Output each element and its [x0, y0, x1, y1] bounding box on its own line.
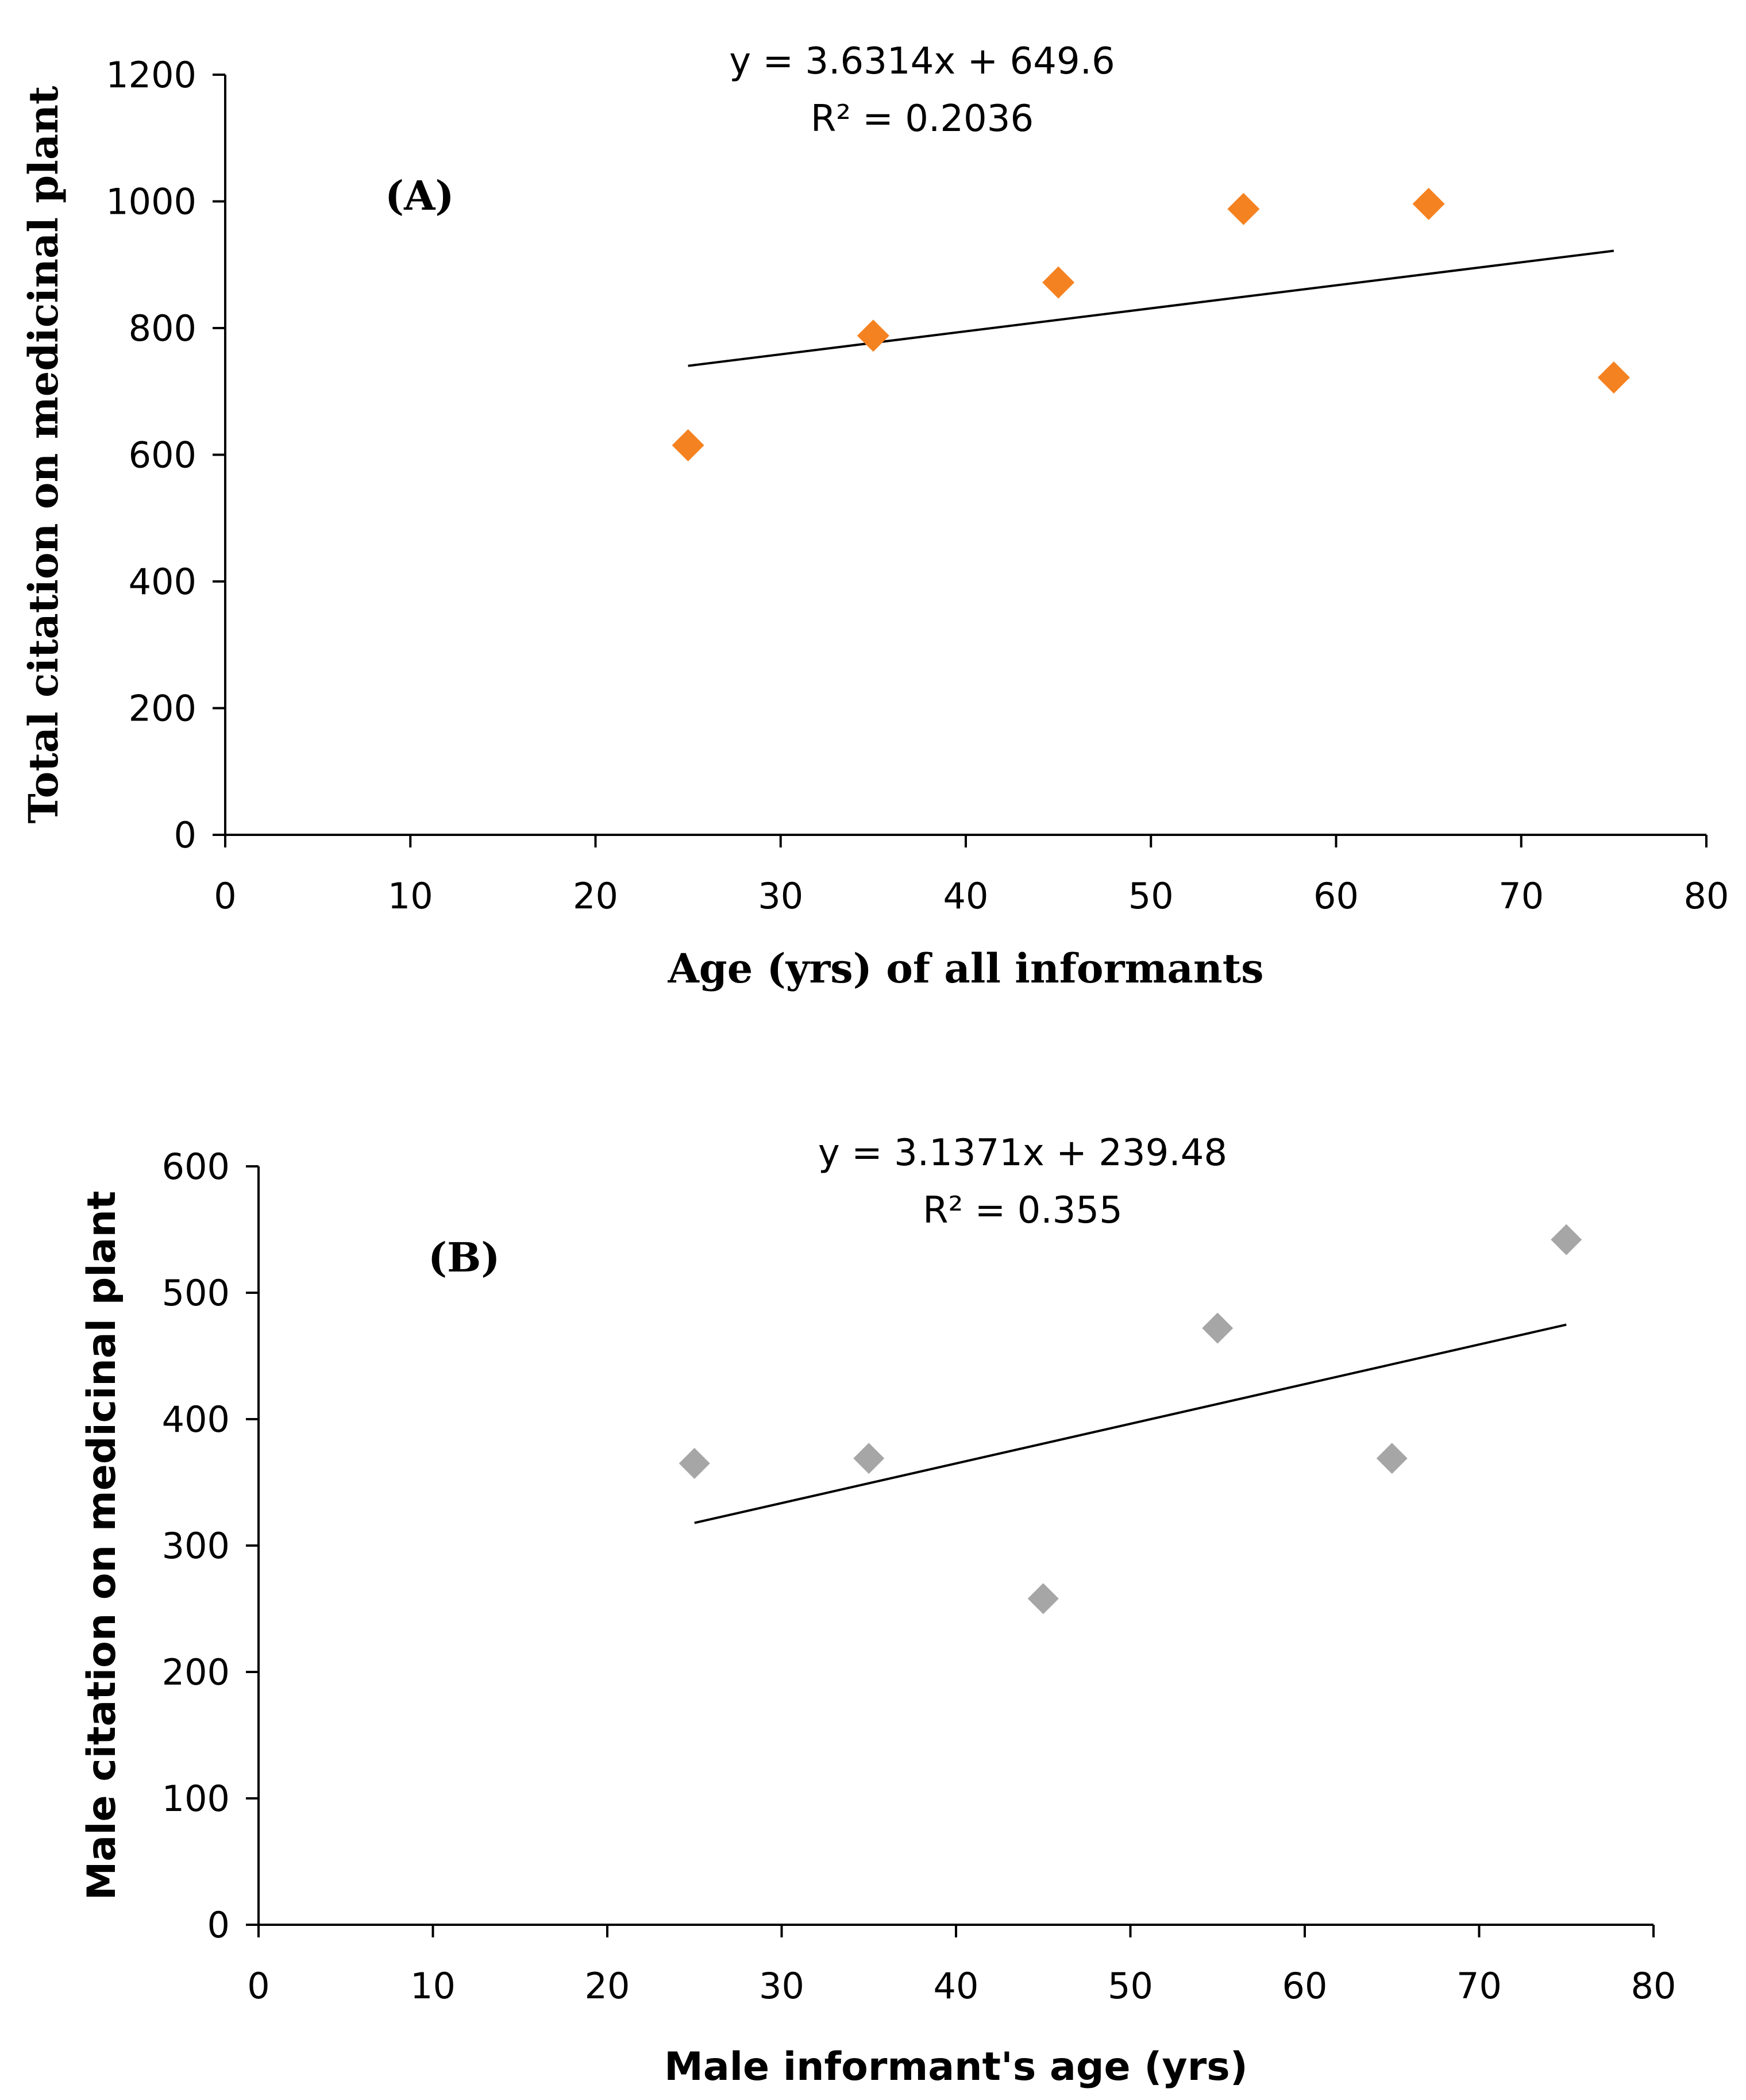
panel-a-chart: 0 200 400 600 800 1000 1200 0 10 20 30 40 50 60 70 80 y…: [20, 40, 1729, 992]
y-tick-label: 600: [162, 1146, 230, 1188]
data-point: [672, 429, 704, 461]
data-point: [1551, 1224, 1582, 1255]
x-tick-label: 70: [1456, 1965, 1502, 2007]
panel-b-ticks: 0 100 200 300 400 500 600 0 10 20 30 40 50 60 70 80: [162, 1146, 1676, 2007]
y-tick-label: 300: [162, 1525, 230, 1567]
data-point: [857, 319, 889, 352]
panel-b-points: [679, 1224, 1582, 1615]
data-point: [1202, 1312, 1234, 1344]
x-tick-label: 10: [388, 875, 433, 917]
data-point: [679, 1448, 710, 1479]
x-tick-label: 20: [573, 875, 618, 917]
y-tick-label: 400: [162, 1398, 230, 1440]
data-point: [1376, 1443, 1408, 1474]
trendline: [688, 249, 1614, 367]
x-tick-label: 50: [1128, 875, 1174, 917]
y-tick-label: 0: [174, 814, 196, 856]
x-tick-label: 0: [214, 875, 236, 917]
x-tick-label: 20: [585, 1965, 630, 2007]
x-tick-label: 60: [1313, 875, 1359, 917]
x-tick-label: 0: [247, 1965, 269, 2007]
y-tick-label: 500: [162, 1272, 230, 1314]
panel-b-trendline-group: [694, 1323, 1567, 1524]
y-tick-label: 1000: [106, 181, 196, 223]
y-tick-label: 100: [162, 1778, 230, 1820]
panel-a-x-axis-title: Age (yrs) of all informants: [667, 945, 1263, 992]
panel-a-y-axis-title: Total citation on medicinal plant: [20, 86, 67, 824]
y-tick-label: 600: [129, 434, 196, 476]
x-tick-label: 30: [758, 875, 803, 917]
panel-a-trendline-group: [688, 249, 1614, 367]
data-point: [853, 1443, 885, 1474]
panel-b-r-squared: R² = 0.355: [923, 1189, 1123, 1232]
data-point: [1042, 266, 1075, 299]
x-tick-label: 40: [943, 875, 989, 917]
panel-b-y-axis-title: Male citation on medicinal plant: [79, 1191, 125, 1901]
x-tick-label: 70: [1498, 875, 1544, 917]
x-tick-label: 10: [410, 1965, 456, 2007]
trendline: [694, 1323, 1567, 1524]
data-point: [1227, 192, 1260, 225]
panel-b-equation: y = 3.1371x + 239.48: [818, 1132, 1227, 1174]
data-point: [1027, 1583, 1059, 1615]
panel-a-ticks: 0 200 400 600 800 1000 1200 0 10 20 30 40 50 60 70 80: [106, 54, 1729, 917]
panel-a-points: [672, 187, 1630, 461]
y-tick-label: 200: [162, 1651, 230, 1693]
x-tick-label: 50: [1108, 1965, 1153, 2007]
data-point: [1412, 187, 1445, 220]
panel-b-label: (B): [428, 1234, 500, 1281]
panel-a-equation: y = 3.6314x + 649.6: [729, 40, 1115, 83]
y-tick-label: 200: [129, 688, 196, 730]
x-tick-label: 40: [934, 1965, 979, 2007]
panel-a-label: (A): [385, 172, 454, 219]
panel-b-chart: 0 100 200 300 400 500 600 0 10 20 30 40 50 60 70 80 y =…: [79, 1132, 1676, 2090]
panel-b-x-axis-title: Male informant's age (yrs): [664, 2044, 1248, 2090]
y-tick-label: 800: [129, 307, 196, 349]
x-tick-label: 60: [1282, 1965, 1328, 2007]
x-tick-label: 30: [759, 1965, 804, 2007]
y-tick-label: 0: [207, 1904, 230, 1946]
x-tick-label: 80: [1631, 1965, 1676, 2007]
panel-a-r-squared: R² = 0.2036: [811, 98, 1034, 140]
y-tick-label: 400: [129, 561, 196, 603]
data-point: [1597, 361, 1630, 394]
y-tick-label: 1200: [106, 54, 196, 96]
x-tick-label: 80: [1684, 875, 1729, 917]
